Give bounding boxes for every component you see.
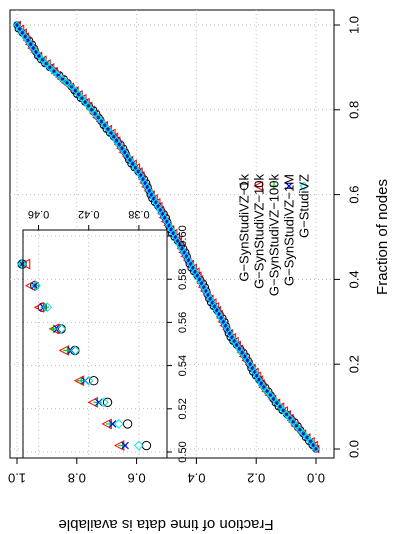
main-point: [276, 402, 285, 411]
y-tick-label: 0.8: [68, 471, 86, 486]
main-point: [266, 391, 275, 399]
inset-axis-ticks: 0.50 0.52 0.54 0.56 0.58 0.60 0.38 0.42 0.46: [28, 208, 189, 463]
inset-y-tick-label: 0.38: [128, 208, 149, 220]
inset-y-tick-label: 0.46: [28, 208, 49, 220]
main-point: [100, 121, 109, 130]
legend-label: G−SynStudiVZ−1k: [237, 174, 252, 282]
main-point: [74, 90, 83, 99]
inset-point: [70, 345, 80, 356]
main-point: [13, 21, 21, 29]
x-tick-label: 0.6: [347, 186, 362, 204]
main-point: [295, 425, 304, 434]
inset-point: [30, 281, 39, 290]
legend-marker: [270, 182, 278, 190]
x-tick-label: 0.2: [347, 355, 362, 373]
main-point: [38, 55, 47, 64]
inset-point: [94, 398, 103, 407]
main-point: [42, 59, 51, 68]
main-point: [97, 117, 106, 126]
inset-point: [31, 281, 41, 290]
y-tick-label: 0.0: [307, 471, 325, 486]
main-point: [282, 410, 291, 419]
y-tick-label: 1.0: [8, 471, 26, 486]
main-point: [289, 418, 298, 426]
main-point: [71, 86, 80, 95]
main-point: [285, 414, 294, 423]
y-tick-label: 0.6: [128, 471, 146, 486]
x-tick-label: 1.0: [347, 16, 362, 34]
legend-label: G−SynStudiVZ−10k: [252, 174, 267, 289]
main-point: [104, 125, 112, 133]
x-tick-label: 0.4: [347, 270, 362, 288]
main-point: [279, 406, 288, 415]
main-point: [84, 102, 93, 110]
x-tick-label: 0.8: [347, 101, 362, 119]
legend-marker: [253, 180, 263, 192]
main-data-points: [12, 20, 320, 454]
main-plot-frame: [9, 9, 335, 459]
inset-point: [56, 323, 67, 334]
inset-data-points: [17, 258, 152, 451]
main-point: [292, 421, 301, 430]
x-axis-title: Fraction of nodes: [374, 179, 391, 295]
main-point: [42, 59, 51, 68]
inset-point: [121, 441, 129, 450]
legend-label: G−SynStudiVZ−1M: [282, 174, 297, 286]
main-point: [306, 437, 315, 446]
inset-point: [134, 440, 144, 451]
inset-background: [23, 230, 167, 458]
main-point: [50, 67, 58, 76]
y-axis-title: Fraction of time data is available: [58, 516, 273, 533]
main-point: [263, 387, 271, 396]
inset-point: [83, 375, 94, 386]
main-point: [272, 398, 281, 407]
inset-point: [113, 419, 124, 429]
inset-x-tick-label: 0.60: [177, 225, 189, 246]
main-point: [81, 98, 90, 106]
inset-point: [31, 280, 41, 291]
legend-label: G−SynStudiVZ−100k: [267, 174, 282, 297]
inset-point: [17, 259, 28, 269]
main-point: [303, 433, 312, 442]
inset-point: [108, 420, 117, 428]
main-point: [87, 105, 96, 114]
inset-point: [42, 302, 53, 313]
inset-grid: [23, 230, 167, 458]
inset-x-tick-label: 0.54: [177, 355, 189, 376]
legend: G−SynStudiVZ−1k G−SynStudiVZ−10k G−SynStud…: [237, 174, 312, 297]
inset-x-tick-label: 0.52: [177, 398, 189, 419]
main-point: [91, 109, 99, 118]
legend-marker: [285, 182, 293, 190]
inset-y-tick-label: 0.42: [78, 208, 99, 220]
inset-point: [141, 440, 152, 451]
main-point: [299, 429, 308, 438]
inset-x-tick-label: 0.50: [177, 441, 189, 462]
main-point: [94, 113, 103, 122]
inset-plot-frame: [22, 229, 168, 459]
main-point: [63, 78, 71, 87]
legend-marker: [299, 181, 309, 191]
y-tick-label: 0.4: [187, 471, 205, 486]
inset-point: [89, 376, 99, 386]
inset-point: [98, 397, 109, 408]
main-point: [67, 82, 76, 91]
main-point: [45, 63, 54, 72]
inset-x-tick-label: 0.58: [177, 268, 189, 289]
main-axis-ticks: 0.0 0.2 0.4 0.6 0.8 1.0 0.0 0.2 0.4 0.6 0.8 1.0: [8, 16, 362, 486]
legend-marker: [239, 181, 249, 191]
inset-point: [102, 397, 113, 408]
x-tick-label: 0.0: [347, 440, 362, 458]
y-tick-label: 0.2: [247, 471, 265, 486]
main-point: [269, 394, 278, 403]
legend-label: G−StudiVZ: [297, 174, 312, 238]
inset-point: [40, 303, 50, 312]
inset-x-tick-label: 0.56: [177, 312, 189, 333]
main-point: [54, 71, 62, 80]
main-point: [78, 94, 86, 103]
main-point: [58, 75, 67, 83]
inset-point: [93, 398, 102, 407]
